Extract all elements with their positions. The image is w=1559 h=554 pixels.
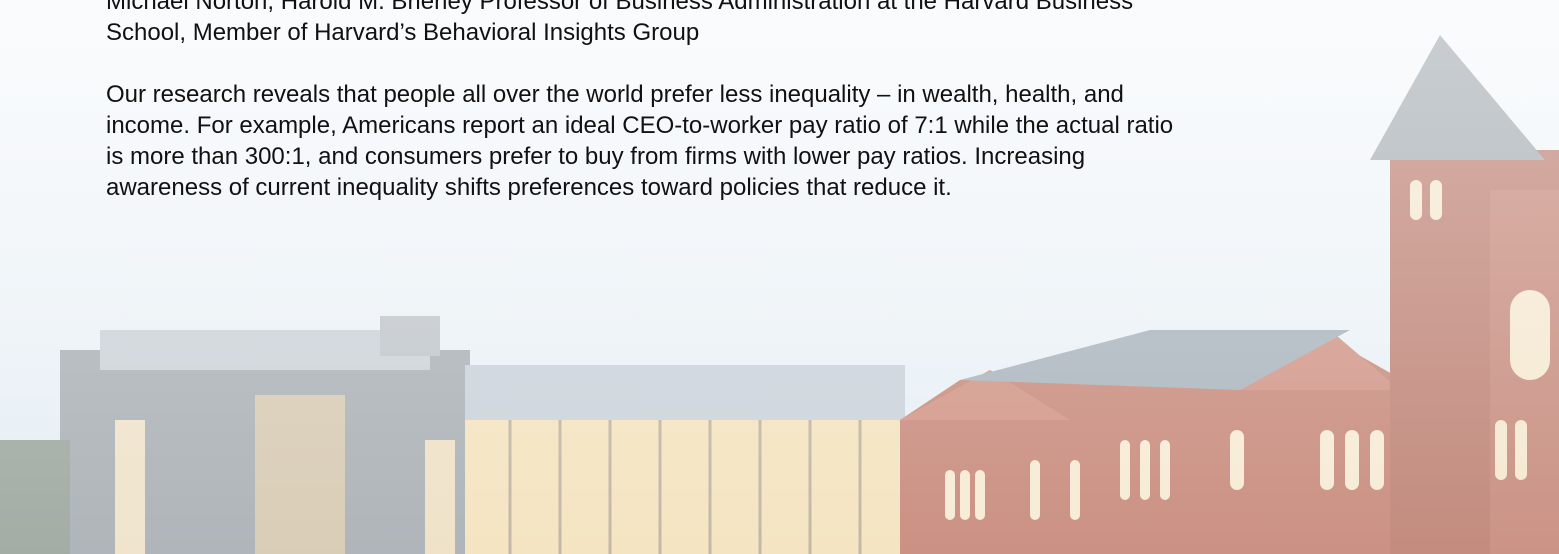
text-line: Our research reveals that people all ove… — [106, 79, 1526, 110]
text-line: awareness of current inequality shifts p… — [106, 172, 1526, 203]
text-line: School, Member of Harvard’s Behavioral I… — [106, 17, 1526, 48]
text-line: income. For example, Americans report an… — [106, 110, 1526, 141]
quote-text: Our research reveals that people all ove… — [106, 79, 1526, 203]
text-line: is more than 300:1, and consumers prefer… — [106, 141, 1526, 172]
attribution: Michael Norton, Harold M. Brierley Profe… — [106, 0, 1526, 48]
quote: Michael Norton, Harold M. Brierley Profe… — [106, 0, 1526, 234]
text-line: Michael Norton, Harold M. Brierley Profe… — [106, 0, 1526, 17]
page: {"quote": { "attribution": ["Michael Nor… — [0, 0, 1559, 554]
